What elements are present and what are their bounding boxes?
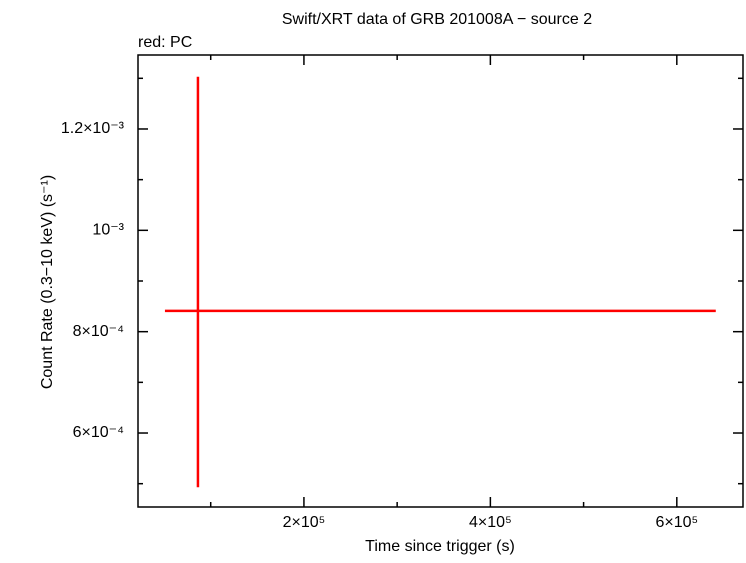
annotation: red: PC [138,34,192,51]
x-tick-label: 6×10⁵ [655,514,698,531]
x-tick-label: 2×10⁵ [283,514,326,531]
x-axis-label: Time since trigger (s) [365,538,515,555]
y-tick-label: 8×10⁻⁴ [73,323,124,340]
chart-title: Swift/XRT data of GRB 201008A − source 2 [282,11,592,28]
x-tick-label: 4×10⁵ [469,514,512,531]
y-axis-label: Count Rate (0.3−10 keV) (s⁻¹) [39,175,56,389]
y-tick-label: 6×10⁻⁴ [73,424,124,441]
plot-frame [137,54,744,508]
y-tick-label: 10⁻³ [92,222,124,239]
y-tick-label: 1.2×10⁻³ [61,120,125,137]
